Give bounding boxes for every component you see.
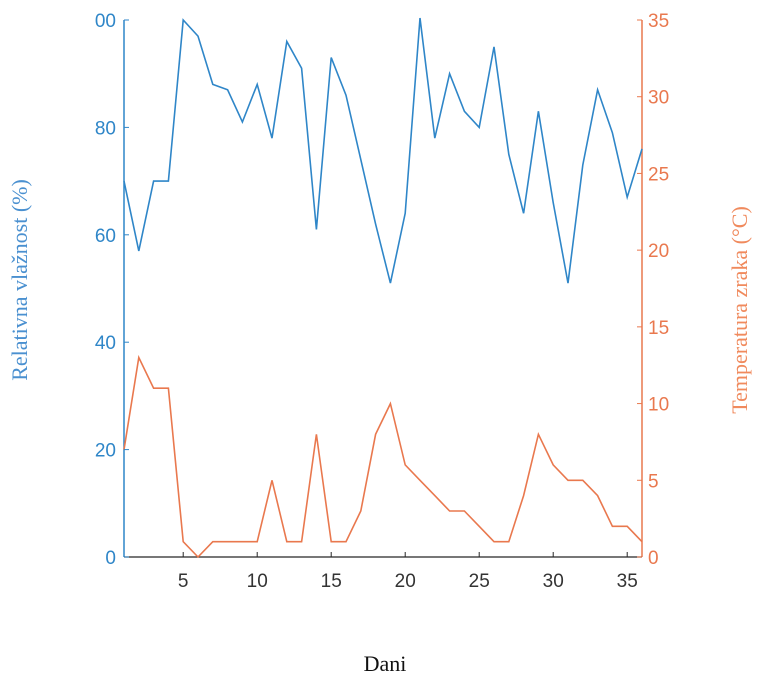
humidity-series-line [123, 17, 643, 284]
y-left-tick-label: 00 [95, 11, 116, 32]
y-left-tick-label: 20 [95, 441, 116, 462]
axes-layer [123, 20, 643, 558]
y-right-tick-label: 30 [648, 88, 669, 109]
y-right-tick-label: 0 [648, 548, 659, 569]
y-right-tick-label: 35 [648, 11, 669, 32]
temperature-series-line [123, 354, 643, 559]
y-right-tick-label: 10 [648, 395, 669, 416]
x-tick-label: 20 [395, 571, 416, 592]
y-left-tick-label: 0 [105, 548, 116, 569]
x-tick-label: 25 [469, 571, 490, 592]
y-right-tick-label: 25 [648, 164, 669, 185]
y-left-tick-label: 60 [95, 226, 116, 247]
x-tick-label: 15 [321, 571, 342, 592]
y-axis-left-label: Relativna vlažnost (%) [7, 179, 32, 381]
x-tick-label: 30 [543, 571, 564, 592]
x-tick-label: 35 [617, 571, 638, 592]
y-left-tick-label: 40 [95, 333, 116, 354]
x-tick-label: 10 [247, 571, 268, 592]
y-axis-right-label: Temperatura zraka (°C) [727, 206, 752, 414]
y-right-tick-label: 20 [648, 241, 669, 262]
x-axis-label: Dani [364, 651, 407, 675]
y-left-tick-label: 80 [95, 118, 116, 139]
series-layer [123, 17, 643, 559]
y-right-tick-label: 5 [648, 471, 659, 492]
y-right-tick-label: 15 [648, 318, 669, 339]
x-tick-label: 5 [178, 571, 189, 592]
